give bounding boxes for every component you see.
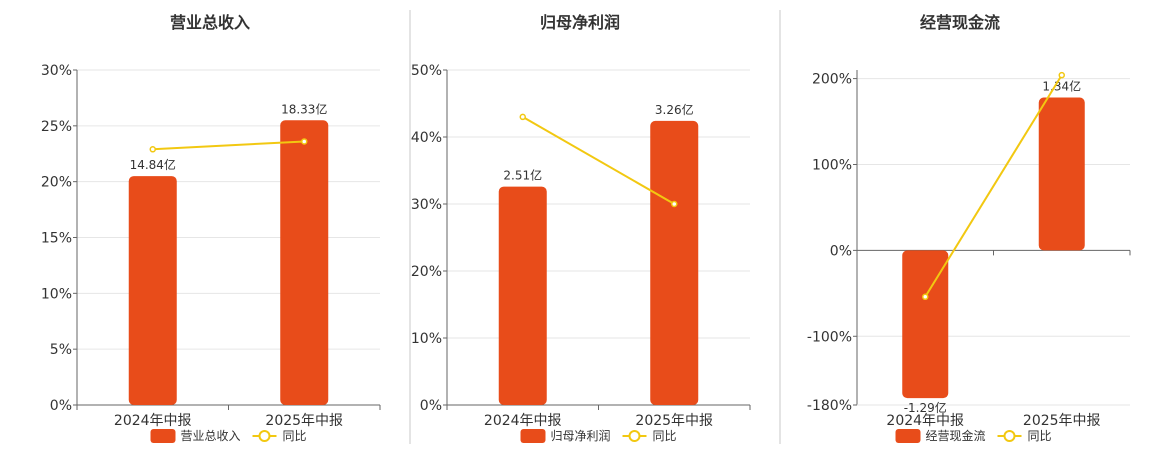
panel3-y-tick-label: 0%: [830, 243, 852, 259]
panel1-bar-data-label: 18.33亿: [281, 101, 327, 116]
panel3-chart-title: 经营现金流: [920, 13, 1000, 32]
panel2-bar-data-label: 3.26亿: [655, 102, 694, 117]
panel2-line-point: [671, 200, 678, 208]
panel2-y-tick-label: 40%: [411, 130, 442, 146]
panel1-legend-bar-swatch: [150, 429, 176, 443]
panel3-bar-data-label: 1.34亿: [1042, 78, 1081, 93]
panel2-legend-bar-label: 归母净利润: [551, 429, 611, 443]
panel3-bar: [902, 250, 949, 399]
panel2-bar-data-label: 2.51亿: [503, 168, 542, 183]
panel1-y-tick-label: 15%: [41, 231, 72, 247]
panel1-legend-bar-label: 营业总收入: [181, 429, 241, 443]
panel2-y-tick-label: 0%: [420, 398, 442, 414]
panel1-y-tick-label: 10%: [41, 286, 72, 302]
panel3-bar-data-label: -1.29亿: [904, 400, 947, 415]
panel2-y-tick-label: 10%: [411, 331, 442, 347]
panel3-legend-line-marker: [1003, 430, 1016, 442]
panel2-line-point: [519, 113, 526, 121]
panel3-y-tick-label: 200%: [812, 72, 852, 88]
panel1-line-point: [149, 146, 156, 153]
panel2-chart-title: 归母净利润: [540, 13, 620, 32]
panel1-legend-line-marker: [258, 430, 271, 442]
panel1-y-tick-label: 25%: [41, 119, 72, 135]
panel2-legend-line-marker: [628, 430, 641, 442]
panel1-x-category-label: 2025年中报: [265, 413, 343, 429]
panel2-y-tick-label: 50%: [411, 63, 442, 79]
panel2-legend-line-label: 同比: [653, 429, 677, 443]
panel2-legend-bar-swatch: [520, 429, 546, 443]
panel2-x-category-label: 2024年中报: [484, 413, 562, 429]
panel1-y-tick-label: 5%: [50, 342, 72, 358]
panel3-line-point: [922, 293, 929, 301]
panel2-bar: [650, 120, 699, 406]
panel1-bar: [280, 120, 329, 405]
panel1-x-category-label: 2024年中报: [114, 413, 192, 429]
panel3-line-point: [1058, 71, 1065, 79]
panel2-bar: [498, 186, 547, 405]
panel3-legend-bar-swatch: [895, 429, 921, 443]
panel3-x-category-label: 2024年中报: [886, 413, 964, 429]
panel1-chart-title: 营业总收入: [170, 13, 250, 32]
panel1-y-tick-label: 0%: [50, 398, 72, 414]
panel2-line-series: [522, 116, 675, 205]
panel3-y-tick-label: -180%: [807, 398, 852, 414]
panel3-y-tick-label: -100%: [807, 329, 852, 345]
panel3-legend-line-label: 同比: [1028, 429, 1052, 443]
panel1-legend-line-label: 同比: [283, 429, 307, 443]
panel2-x-category-label: 2025年中报: [635, 413, 713, 429]
panel2-y-tick-label: 20%: [411, 264, 442, 280]
panel2-y-tick-label: 30%: [411, 197, 442, 213]
panel1-y-tick-label: 20%: [41, 175, 72, 191]
panel3-x-category-label: 2025年中报: [1023, 413, 1101, 429]
panel1-line-series: [152, 140, 305, 151]
panel1-bar-data-label: 14.84亿: [130, 157, 176, 172]
panel3-legend-bar-label: 经营现金流: [926, 428, 986, 443]
panel1-bar: [128, 176, 177, 405]
panel3-bar: [1038, 97, 1085, 251]
panel1-line-point: [301, 138, 308, 145]
panel3-y-tick-label: 100%: [812, 157, 852, 173]
panel3-line-series: [924, 74, 1063, 298]
panel1-y-tick-label: 30%: [41, 63, 72, 79]
